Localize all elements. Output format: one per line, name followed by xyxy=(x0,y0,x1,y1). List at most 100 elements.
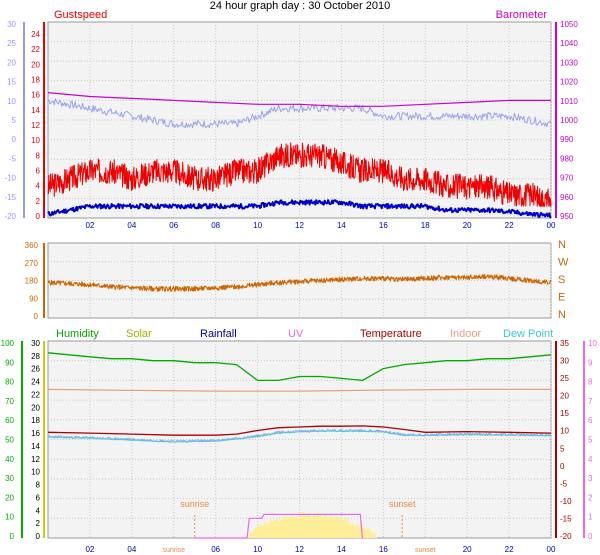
uv-axis-tick: 5 xyxy=(588,436,593,445)
humidity-axis-tick: 80 xyxy=(5,378,14,387)
wind-axis-tick: -5 xyxy=(9,154,17,163)
barometer-axis-tick: 990 xyxy=(560,135,574,144)
uv-axis-tick: 6 xyxy=(588,416,593,425)
solar-axis-tick: 24 xyxy=(31,378,40,387)
climate-x-tick: 12 xyxy=(295,545,304,554)
temperature-axis-tick: 20 xyxy=(560,392,569,401)
gust-axis-tick: 2 xyxy=(36,197,41,206)
sunrise-label: sunrise xyxy=(180,499,209,509)
wind-x-tick: 08 xyxy=(211,221,220,230)
wind-axis-tick: -20 xyxy=(4,212,16,221)
legend-dew-point: Dew Point xyxy=(503,328,553,340)
compass-label: S xyxy=(558,274,565,286)
barometer-axis-tick: 1000 xyxy=(560,116,578,125)
avg-wind-light-line xyxy=(47,98,552,129)
gust-axis-tick: 8 xyxy=(36,151,41,160)
climate-x-tick: 22 xyxy=(505,545,514,554)
wind-x-tick: 14 xyxy=(337,221,346,230)
gust-axis-tick: 18 xyxy=(31,76,40,85)
barometer-axis-tick: 1050 xyxy=(560,20,578,29)
compass-label: N xyxy=(558,309,566,321)
temperature-line xyxy=(47,425,552,436)
wind-x-tick: 02 xyxy=(85,221,94,230)
wind-x-tick: 18 xyxy=(421,221,430,230)
wind-direction-line xyxy=(47,273,552,292)
solar-area xyxy=(247,511,380,538)
solar-axis-tick: 20 xyxy=(31,403,40,412)
temperature-axis-tick: 25 xyxy=(560,374,569,383)
sunset-label: sunset xyxy=(389,499,416,509)
temperature-axis-tick: -10 xyxy=(560,497,572,506)
wind-x-tick: 10 xyxy=(253,221,262,230)
legend-humidity: Humidity xyxy=(56,328,99,340)
climate-x-tick: sunrise xyxy=(162,547,185,554)
humidity-axis-tick: 50 xyxy=(5,436,14,445)
solar-axis-tick: 8 xyxy=(36,481,41,490)
legend-temperature: Temperature xyxy=(360,328,422,340)
uv-axis-tick: 7 xyxy=(588,397,593,406)
humidity-axis-tick: 30 xyxy=(5,474,14,483)
gustspeed-line xyxy=(47,142,552,207)
gust-axis-tick: 22 xyxy=(31,45,40,54)
wind-axis-tick: 10 xyxy=(7,97,16,106)
barometer-axis-tick: 950 xyxy=(560,212,574,221)
temperature-axis-tick: -15 xyxy=(560,514,572,523)
climate-x-tick: 02 xyxy=(85,545,94,554)
solar-axis-tick: 16 xyxy=(31,429,40,438)
legend-solar: Solar xyxy=(126,328,152,340)
barometer-axis-tick: 960 xyxy=(560,193,574,202)
gust-axis-tick: 20 xyxy=(31,60,40,69)
humidity-axis-tick: 20 xyxy=(5,493,14,502)
gustspeed-label: Gustspeed xyxy=(54,9,107,21)
climate-x-tick: 10 xyxy=(253,545,262,554)
wind-axis-tick: 30 xyxy=(7,20,16,29)
direction-axis-tick: 360 xyxy=(25,241,39,250)
climate-x-tick: sunset xyxy=(415,547,436,554)
temperature-axis-tick: 0 xyxy=(560,462,565,471)
wind-x-tick: 12 xyxy=(295,221,304,230)
climate-panel-plot-area xyxy=(47,340,552,539)
uv-axis-tick: 4 xyxy=(588,455,593,464)
uv-axis-tick: 1 xyxy=(588,513,593,522)
humidity-axis-tick: 90 xyxy=(5,358,14,367)
direction-axis-tick: 0 xyxy=(34,312,39,321)
indoor-line xyxy=(47,388,551,392)
compass-label: E xyxy=(558,292,565,304)
uv-axis-tick: 3 xyxy=(588,474,593,483)
gust-axis-tick: 16 xyxy=(31,91,40,100)
uv-line xyxy=(194,513,363,539)
barometer-axis-tick: 970 xyxy=(560,174,574,183)
gust-axis-tick: 4 xyxy=(36,182,41,191)
temperature-axis-tick: 30 xyxy=(560,357,569,366)
humidity-axis-tick: 40 xyxy=(5,455,14,464)
solar-axis-tick: 30 xyxy=(31,339,40,348)
wind-x-tick: 00 xyxy=(547,221,556,230)
wind-axis-tick: 5 xyxy=(12,116,17,125)
wind-axis-tick: -10 xyxy=(4,174,16,183)
solar-axis-tick: 10 xyxy=(31,468,40,477)
wind-x-tick: 22 xyxy=(505,221,514,230)
solar-axis-tick: 22 xyxy=(31,390,40,399)
wind-x-tick: 06 xyxy=(169,221,178,230)
solar-axis-tick: 6 xyxy=(36,493,41,502)
wind-axis-tick: -15 xyxy=(4,193,16,202)
barometer-label: Barometer xyxy=(496,9,548,21)
legend-rainfall: Rainfall xyxy=(200,328,237,340)
climate-x-tick: 04 xyxy=(127,545,136,554)
gust-axis-tick: 12 xyxy=(31,121,40,130)
page-title: 24 hour graph day : 30 October 2010 xyxy=(209,0,391,12)
wind-speed-line xyxy=(47,199,552,219)
wind-axis-tick: 20 xyxy=(7,58,16,67)
direction-axis-tick: 270 xyxy=(25,259,39,268)
climate-x-tick: 14 xyxy=(337,545,346,554)
wind-axis-tick: 0 xyxy=(12,135,17,144)
wind-x-tick: 16 xyxy=(379,221,388,230)
solar-axis-tick: 4 xyxy=(36,506,41,515)
legend-uv: UV xyxy=(288,328,304,340)
uv-axis-tick: 8 xyxy=(588,378,593,387)
temperature-axis-tick: 15 xyxy=(560,409,569,418)
temperature-axis-tick: 5 xyxy=(560,444,565,453)
wind-x-tick: 04 xyxy=(127,221,136,230)
temperature-axis-tick: 35 xyxy=(560,339,569,348)
